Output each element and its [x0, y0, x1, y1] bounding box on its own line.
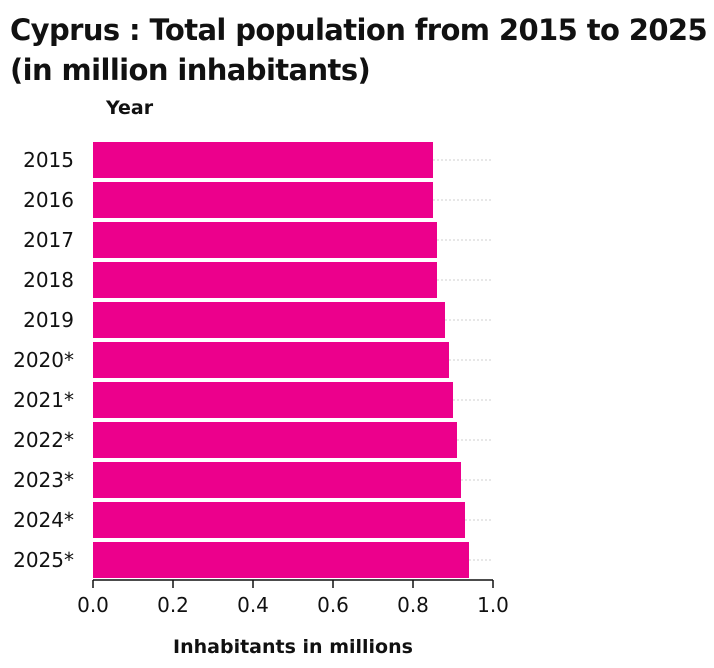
y-tick-label: 2025* — [13, 548, 74, 572]
y-tick-label: 2018 — [23, 268, 74, 292]
bar-2023 — [93, 462, 461, 498]
bar-2019 — [93, 302, 445, 338]
bar-2015 — [93, 142, 433, 178]
y-tick-labels: 2015 2016 2017 2018 2019 2020* 2021* 2022* 2023*… — [13, 148, 74, 572]
bar-2020 — [93, 342, 449, 378]
y-tick-label: 2021* — [13, 388, 74, 412]
x-tick-label: 0.2 — [157, 593, 189, 617]
y-tick-label: 2024* — [13, 508, 74, 532]
y-tick-label: 2020* — [13, 348, 74, 372]
y-tick-label: 2017 — [23, 228, 74, 252]
y-tick-label: 2022* — [13, 428, 74, 452]
x-tick-label: 0.0 — [77, 593, 109, 617]
x-tick-label: 0.8 — [397, 593, 429, 617]
bar-2017 — [93, 222, 437, 258]
bar-2025 — [93, 542, 469, 578]
x-tick-label: 0.6 — [317, 593, 349, 617]
y-tick-label: 2015 — [23, 148, 74, 172]
x-tick-label: 0.4 — [237, 593, 269, 617]
bar-2021 — [93, 382, 453, 418]
x-tick-label: 1.0 — [477, 593, 509, 617]
bar-2018 — [93, 262, 437, 298]
y-tick-label: 2016 — [23, 188, 74, 212]
bars — [93, 142, 469, 578]
x-axis: 0.0 0.2 0.4 0.6 0.8 1.0 — [77, 579, 509, 617]
bar-2016 — [93, 182, 433, 218]
chart-title: Cyprus : Total population from 2015 to 2… — [10, 13, 708, 87]
bar-2024 — [93, 502, 465, 538]
y-tick-label: 2023* — [13, 468, 74, 492]
bar-2022 — [93, 422, 457, 458]
y-tick-label: 2019 — [23, 308, 74, 332]
x-axis-title: Inhabitants in millions — [173, 636, 413, 658]
y-axis-title: Year — [105, 97, 154, 119]
